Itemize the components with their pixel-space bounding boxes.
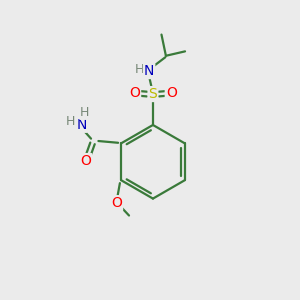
Text: O: O	[129, 86, 140, 100]
Text: O: O	[111, 196, 122, 210]
Text: O: O	[80, 154, 91, 168]
Text: S: S	[148, 87, 157, 101]
Text: N: N	[76, 118, 86, 132]
Text: H: H	[135, 63, 144, 76]
Text: O: O	[166, 86, 177, 100]
Text: H: H	[80, 106, 89, 119]
Text: N: N	[144, 64, 154, 78]
Text: H: H	[65, 116, 75, 128]
